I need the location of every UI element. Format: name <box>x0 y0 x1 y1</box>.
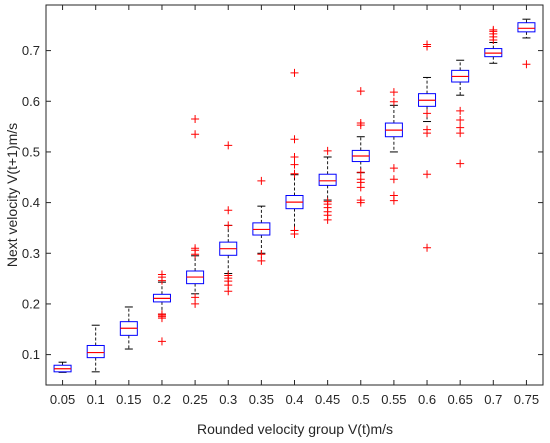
x-tick-label: 0.2 <box>153 392 171 407</box>
outlier-point <box>323 197 332 206</box>
box-group <box>219 141 238 296</box>
x-axis-label: Rounded velocity group V(t)m/s <box>197 421 393 437</box>
y-tick-label: 0.5 <box>22 144 40 159</box>
outlier-point <box>356 175 365 184</box>
box-group <box>517 18 536 69</box>
outlier-point <box>423 125 432 134</box>
box-group <box>186 115 205 308</box>
box-iqr <box>86 344 105 359</box>
y-tick-label: 0.7 <box>22 43 40 58</box>
outlier-point <box>456 123 465 132</box>
y-axis-label: Next velocity V(t+1)m/s <box>4 123 20 267</box>
x-tick-label: 0.1 <box>87 392 105 407</box>
outlier-point <box>157 337 166 346</box>
outlier-point <box>456 116 465 125</box>
outlier-point <box>290 160 299 169</box>
outlier-point <box>389 175 398 184</box>
outlier-point <box>423 109 432 118</box>
box-group <box>451 59 470 168</box>
outlier-point <box>290 169 299 178</box>
outlier-point <box>389 191 398 200</box>
y-tick-label: 0.2 <box>22 296 40 311</box>
x-tick-label: 0.65 <box>448 392 473 407</box>
outlier-point <box>224 206 233 215</box>
x-tick-label: 0.5 <box>352 392 370 407</box>
outlier-point <box>389 164 398 173</box>
x-tick-label: 0.25 <box>182 392 207 407</box>
outlier-point <box>356 119 365 128</box>
y-tick-label: 0.3 <box>22 246 40 261</box>
outlier-point <box>489 25 498 34</box>
box-iqr <box>318 173 337 186</box>
x-tick-label: 0.75 <box>514 392 539 407</box>
x-tick-label: 0.3 <box>219 392 237 407</box>
box-group <box>53 361 72 373</box>
x-tick-label: 0.45 <box>315 392 340 407</box>
outlier-point <box>224 221 233 230</box>
x-tick-label: 0.7 <box>484 392 502 407</box>
outlier-point <box>522 60 531 69</box>
outlier-point <box>257 250 266 259</box>
outlier-point <box>191 244 200 253</box>
box-iqr <box>517 22 536 33</box>
x-tick-label: 0.55 <box>381 392 406 407</box>
x-tick-label: 0.35 <box>249 392 274 407</box>
outlier-point <box>290 68 299 77</box>
outlier-point <box>356 168 365 177</box>
outlier-point <box>257 176 266 185</box>
outlier-point <box>389 88 398 97</box>
box-group <box>351 87 370 207</box>
outlier-point <box>290 135 299 144</box>
x-tick-label: 0.4 <box>285 392 303 407</box>
outlier-point <box>290 153 299 161</box>
outlier-point <box>356 196 365 205</box>
outlier-point <box>290 226 299 235</box>
y-tick-label: 0.1 <box>22 347 40 362</box>
box-series <box>53 18 536 373</box>
outlier-point <box>191 293 200 302</box>
outlier-point <box>224 141 233 150</box>
x-tick-label: 0.05 <box>50 392 75 407</box>
outlier-point <box>191 115 200 123</box>
outlier-point <box>323 146 332 155</box>
outlier-point <box>423 40 432 49</box>
y-tick-label: 0.4 <box>22 195 40 210</box>
box-group <box>484 25 503 64</box>
box-group <box>119 306 138 350</box>
box-group <box>384 88 403 205</box>
outlier-point <box>224 271 233 280</box>
y-axis: 0.1 0.2 0.3 0.4 0.5 0.6 0.7 <box>22 43 543 362</box>
outlier-point <box>423 170 432 179</box>
outlier-point <box>456 159 465 168</box>
outlier-point <box>423 243 432 252</box>
x-tick-label: 0.6 <box>418 392 436 407</box>
box-group <box>285 68 304 239</box>
outlier-point <box>389 97 398 106</box>
box-group <box>152 270 171 346</box>
box-group <box>86 324 105 373</box>
outlier-point <box>157 310 166 319</box>
outlier-point <box>191 130 200 139</box>
x-tick-label: 0.15 <box>116 392 141 407</box>
x-axis: 0.05 0.1 0.15 0.2 0.25 0.3 0.35 0.4 0.45 0.5 0.55 0… <box>50 5 539 407</box>
outlier-point <box>157 270 166 279</box>
outlier-point <box>356 87 365 96</box>
box-group <box>418 40 437 252</box>
box-group <box>252 176 271 265</box>
box-group <box>318 146 337 224</box>
y-tick-label: 0.6 <box>22 94 40 109</box>
outlier-point <box>456 106 465 115</box>
